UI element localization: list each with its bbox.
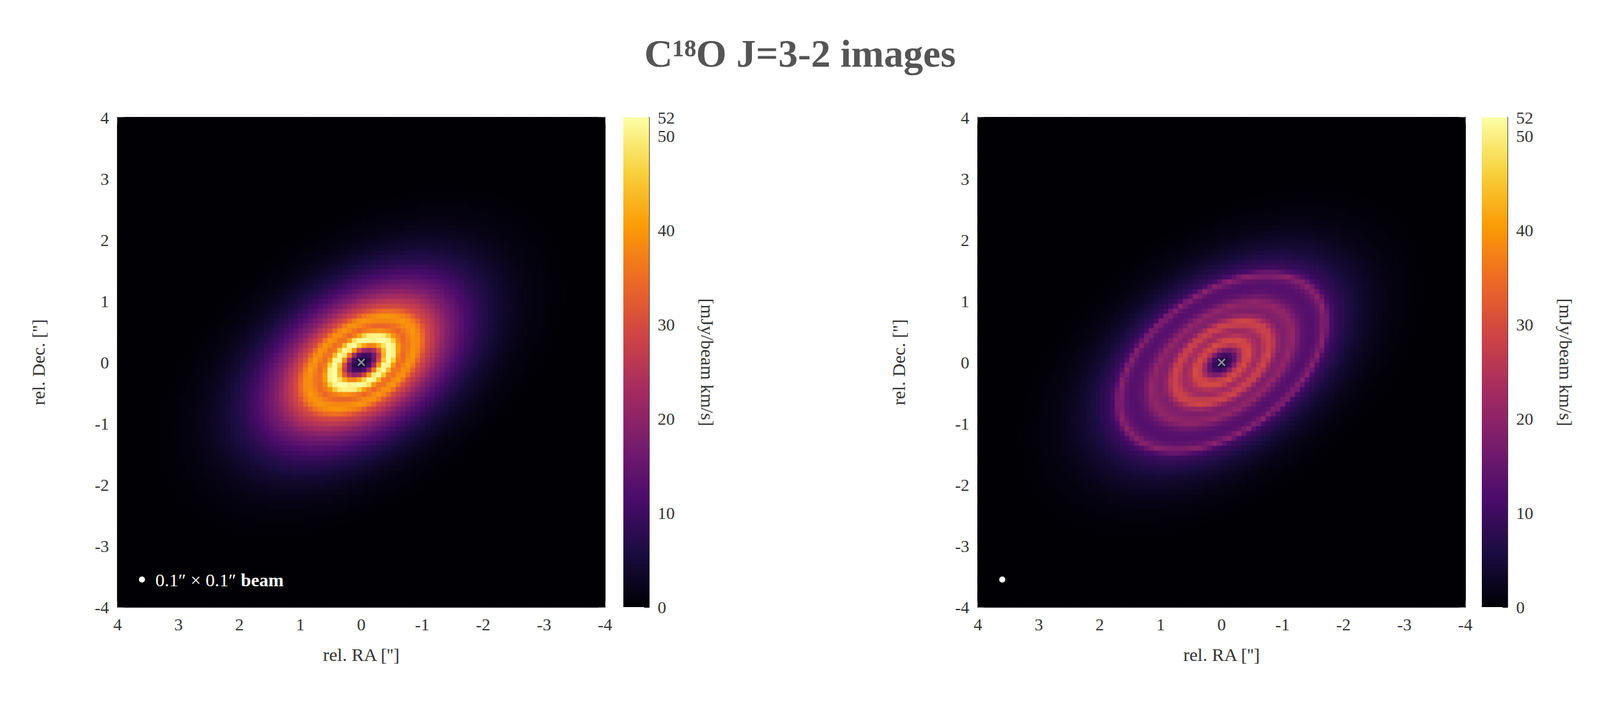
svg-text:[mJy/beam km/s]: [mJy/beam km/s] bbox=[1555, 298, 1577, 427]
svg-text:4: 4 bbox=[100, 108, 109, 128]
svg-text:50: 50 bbox=[657, 126, 675, 146]
svg-text:0: 0 bbox=[1516, 598, 1525, 618]
svg-text:2: 2 bbox=[960, 230, 970, 250]
svg-text:1: 1 bbox=[100, 292, 109, 312]
svg-text:-3: -3 bbox=[1397, 615, 1412, 635]
svg-text:3: 3 bbox=[174, 615, 184, 635]
svg-text:3: 3 bbox=[1034, 615, 1044, 635]
svg-text:-4: -4 bbox=[1457, 615, 1473, 635]
svg-text:40: 40 bbox=[657, 221, 675, 241]
svg-text:20: 20 bbox=[1516, 409, 1534, 429]
svg-text:rel. RA ['']: rel. RA [''] bbox=[323, 644, 400, 665]
svg-text:0: 0 bbox=[100, 353, 109, 373]
svg-text:52: 52 bbox=[657, 108, 675, 128]
svg-text:-1: -1 bbox=[955, 414, 970, 434]
svg-text:-3: -3 bbox=[537, 615, 552, 635]
svg-text:2: 2 bbox=[100, 230, 109, 250]
svg-text:-1: -1 bbox=[1275, 615, 1290, 635]
svg-text:4: 4 bbox=[973, 615, 983, 635]
svg-text:20: 20 bbox=[657, 409, 675, 429]
svg-text:-2: -2 bbox=[94, 475, 109, 495]
svg-text:40: 40 bbox=[1516, 221, 1534, 241]
svg-text:0: 0 bbox=[657, 598, 667, 618]
svg-text:rel. Dec. ['']: rel. Dec. [''] bbox=[28, 319, 49, 406]
svg-text:rel. RA ['']: rel. RA [''] bbox=[1183, 644, 1261, 665]
svg-text:[mJy/beam km/s]: [mJy/beam km/s] bbox=[697, 298, 718, 427]
svg-text:3: 3 bbox=[100, 169, 109, 189]
svg-text:beam: beam bbox=[240, 570, 284, 591]
svg-text:rel. Dec. ['']: rel. Dec. [''] bbox=[888, 319, 909, 406]
svg-text:1: 1 bbox=[1156, 615, 1166, 635]
svg-text:-4: -4 bbox=[955, 598, 970, 618]
svg-text:4: 4 bbox=[113, 615, 122, 635]
svg-text:50: 50 bbox=[1516, 126, 1534, 146]
svg-text:C¹⁸O J=3-2 images: C¹⁸O J=3-2 images bbox=[644, 31, 956, 76]
svg-text:-2: -2 bbox=[475, 615, 490, 635]
svg-text:-3: -3 bbox=[94, 537, 109, 556]
svg-text:10: 10 bbox=[1516, 503, 1534, 523]
svg-text:30: 30 bbox=[1516, 315, 1534, 335]
svg-text:0: 0 bbox=[960, 353, 970, 373]
svg-text:2: 2 bbox=[235, 615, 244, 635]
svg-text:3: 3 bbox=[960, 169, 970, 189]
svg-text:2: 2 bbox=[1095, 615, 1105, 635]
svg-text:-1: -1 bbox=[415, 615, 430, 635]
svg-text:-4: -4 bbox=[597, 615, 612, 635]
svg-text:52: 52 bbox=[1516, 108, 1534, 128]
svg-text:10: 10 bbox=[657, 503, 675, 523]
svg-text:4: 4 bbox=[960, 108, 970, 128]
svg-text:1: 1 bbox=[960, 292, 970, 312]
svg-text:-4: -4 bbox=[94, 598, 109, 618]
svg-text:30: 30 bbox=[657, 315, 675, 335]
svg-text:1: 1 bbox=[296, 615, 305, 635]
svg-text:-2: -2 bbox=[1336, 615, 1351, 635]
svg-text:0.1″ × 0.1″: 0.1″ × 0.1″ bbox=[155, 570, 241, 591]
svg-text:-1: -1 bbox=[94, 414, 109, 434]
svg-text:0: 0 bbox=[356, 615, 366, 635]
svg-text:0: 0 bbox=[1217, 615, 1226, 635]
svg-text:-2: -2 bbox=[955, 475, 970, 495]
svg-text:-3: -3 bbox=[955, 537, 970, 556]
